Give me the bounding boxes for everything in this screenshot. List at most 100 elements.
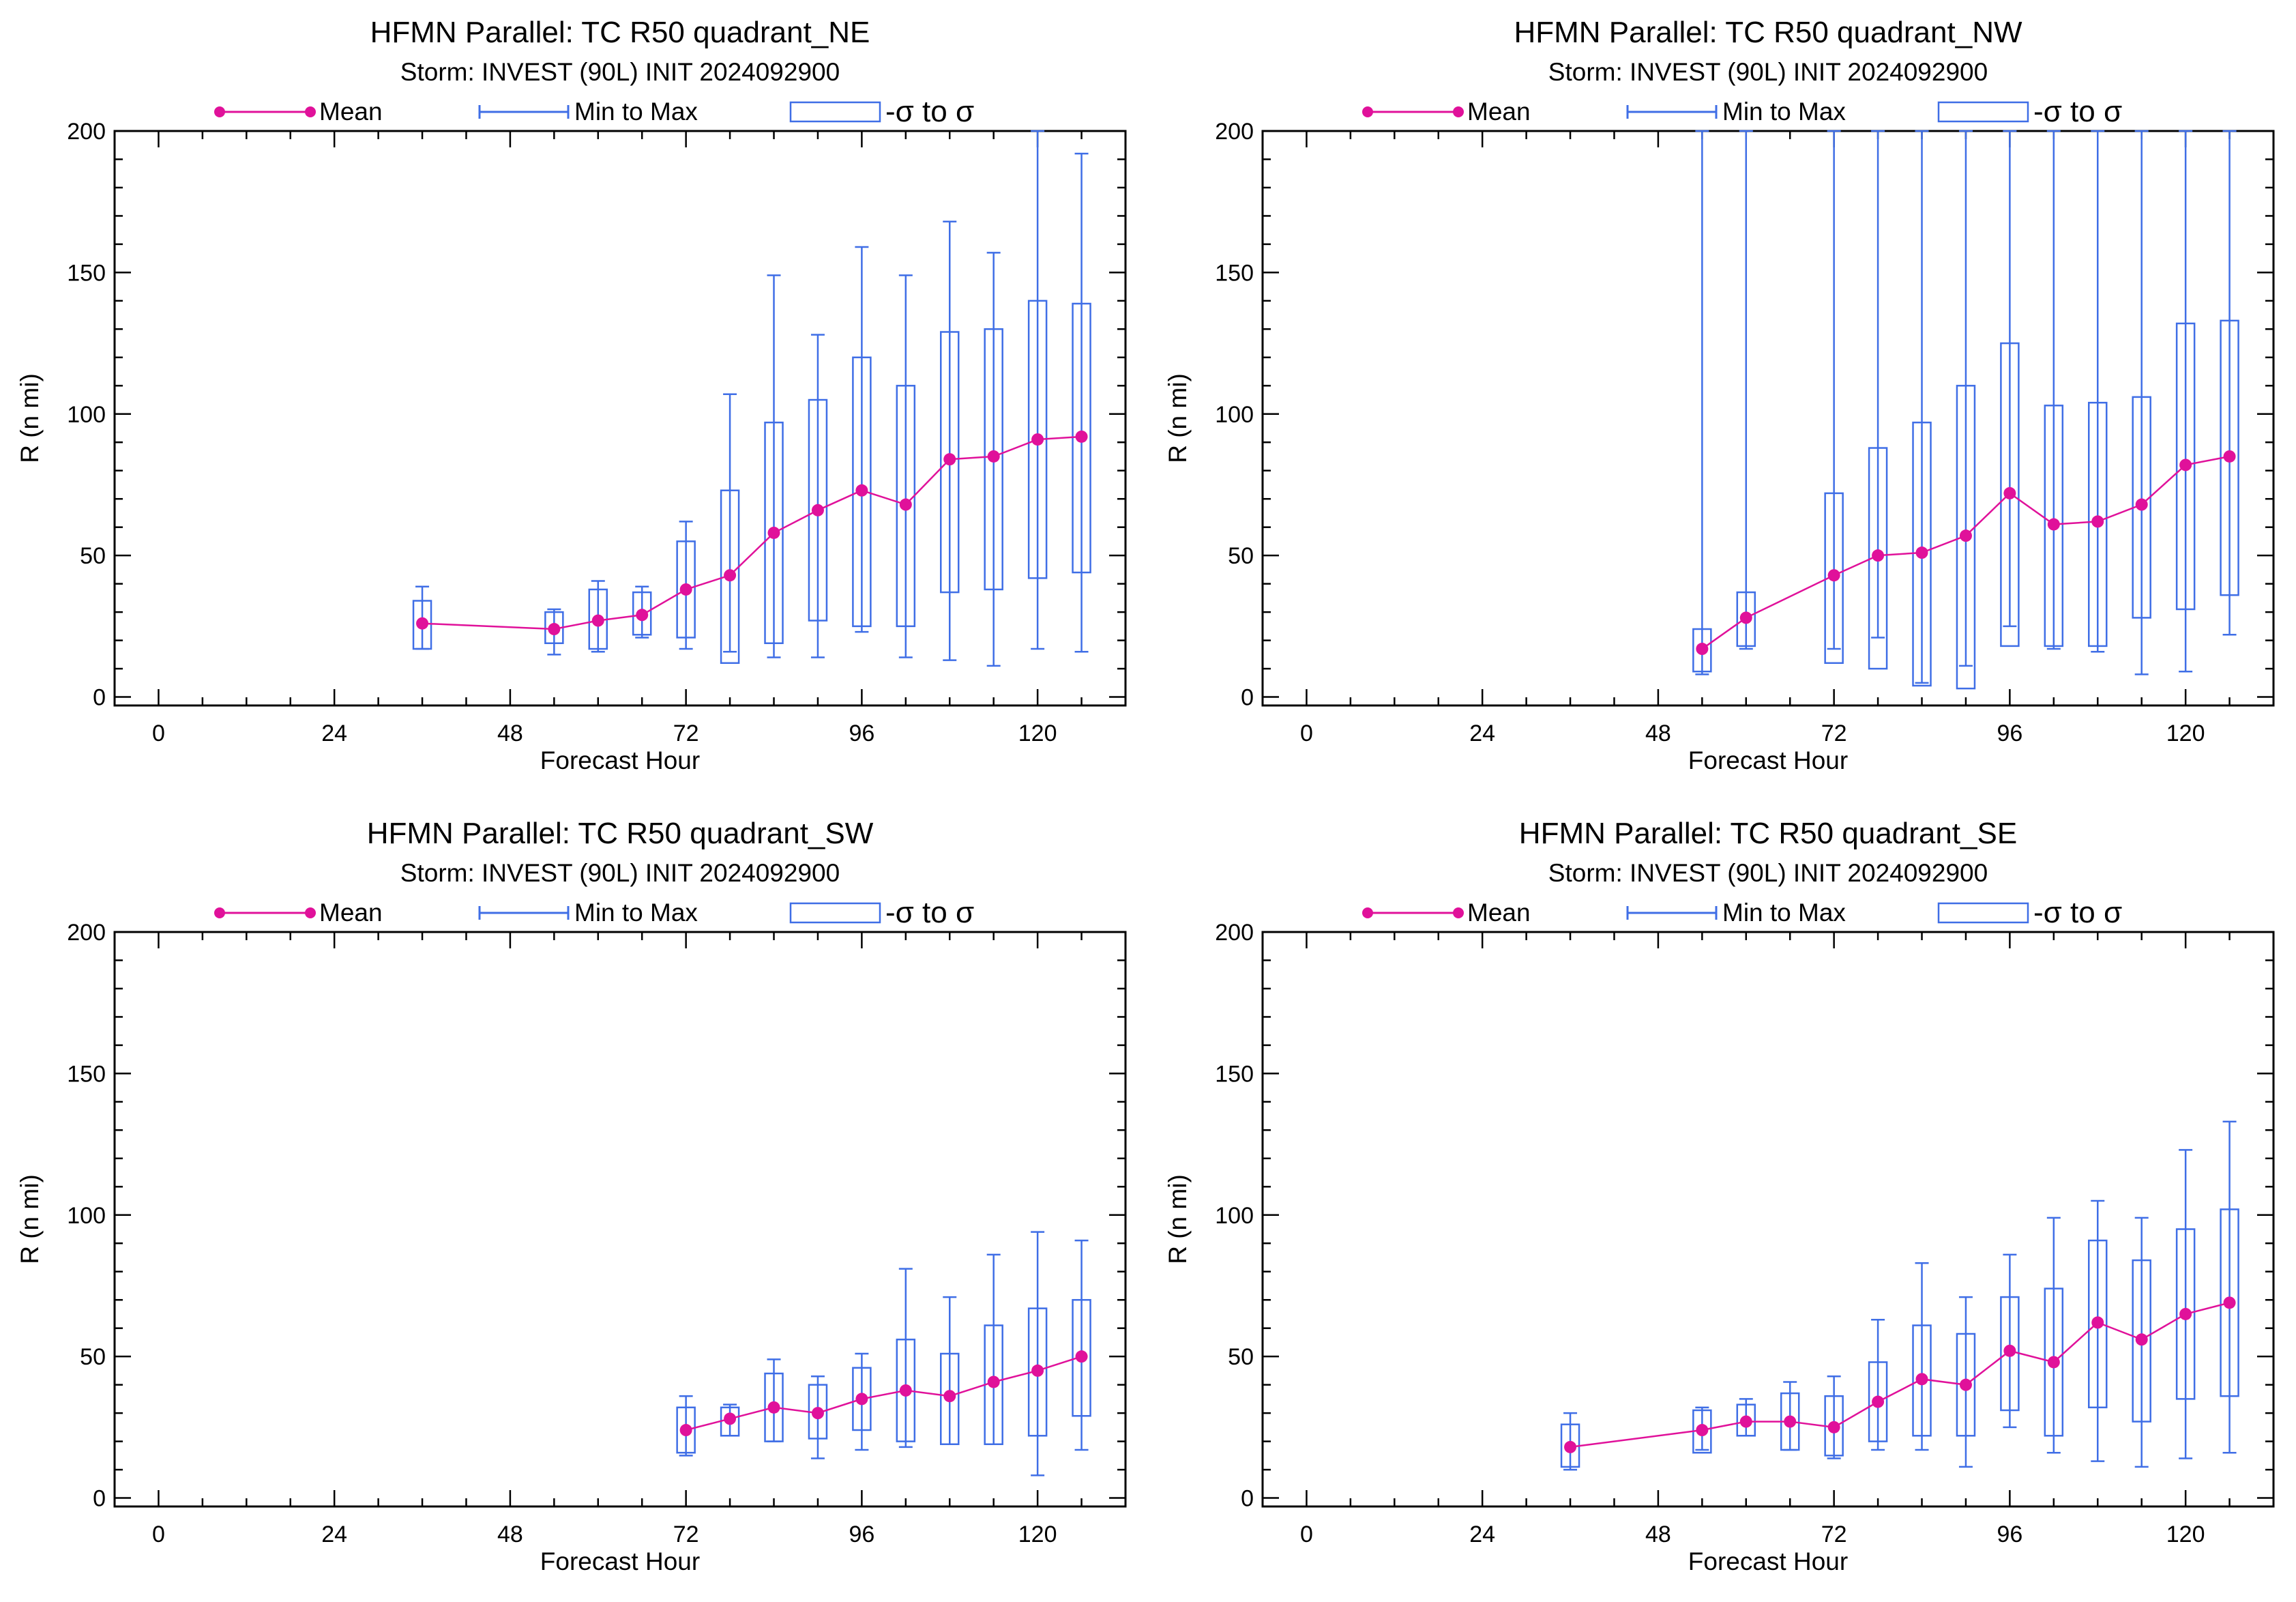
- x-tick-label: 120: [1018, 1521, 1057, 1547]
- y-tick-label: 0: [1241, 685, 1254, 711]
- chart-svg: HFMN Parallel: TC R50 quadrant_SW Storm: …: [16, 817, 1127, 1575]
- x-tick-label: 72: [1821, 720, 1847, 746]
- y-tick-label: 150: [1215, 1061, 1254, 1087]
- chart-panel-se: HFMN Parallel: TC R50 quadrant_SE Storm: …: [1148, 801, 2296, 1602]
- x-axis-label: Forecast Hour: [540, 746, 700, 774]
- legend-mean-marker: [1362, 907, 1373, 918]
- minmax-whisker: [2179, 1149, 2193, 1459]
- legend: Mean Min to Max -σ to σ: [1362, 95, 2122, 128]
- mean-point: [1827, 1421, 1840, 1433]
- mean-point: [2047, 1356, 2060, 1369]
- minmax-whisker: [898, 1268, 913, 1448]
- legend-sigma-box: [1937, 101, 2029, 123]
- mean-point: [548, 623, 561, 636]
- sigma-box: [632, 591, 652, 636]
- mean-point: [2003, 486, 2016, 499]
- mean-point: [2091, 515, 2104, 528]
- mean-line: [422, 435, 1082, 630]
- mean-line: [686, 1355, 1082, 1431]
- minmax-whisker: [767, 274, 781, 658]
- sigma-box: [676, 540, 696, 639]
- legend-sigma-label: -σ to σ: [2033, 95, 2122, 128]
- mean-point: [2003, 1344, 2016, 1357]
- sigma-box: [852, 1367, 872, 1431]
- y-tick-label: 100: [1215, 402, 1254, 428]
- legend-minmax-label: Min to Max: [574, 899, 698, 927]
- minmax-whisker: [2091, 130, 2105, 653]
- sigma-box: [1824, 492, 1844, 665]
- minmax-whisker: [855, 246, 869, 633]
- legend-sigma-label: -σ to σ: [885, 896, 974, 929]
- y-tick-label: 0: [93, 685, 106, 711]
- legend-minmax-whisker: [478, 105, 570, 119]
- sigma-box: [1868, 1361, 1888, 1442]
- y-tick-label: 200: [67, 920, 106, 946]
- legend-minmax-whisker: [1626, 105, 1718, 119]
- y-axis: 0 50 100 150 200: [1215, 920, 2273, 1512]
- sigma-box: [2044, 1287, 2064, 1437]
- minmax-whisker: [1695, 130, 1709, 675]
- x-axis-label: Forecast Hour: [1688, 1547, 1848, 1575]
- x-tick-label: 24: [1469, 1521, 1495, 1547]
- chart-title: HFMN Parallel: TC R50 quadrant_NE: [370, 16, 870, 49]
- x-tick-label: 96: [849, 1521, 874, 1547]
- y-axis-label: R (n mi): [16, 1174, 44, 1264]
- y-tick-label: 100: [1215, 1203, 1254, 1229]
- legend-sigma-label: -σ to σ: [885, 95, 974, 128]
- sigma-box: [412, 600, 432, 650]
- mean-point: [1031, 433, 1044, 446]
- legend-mean-marker: [305, 106, 316, 117]
- x-tick-label: 120: [2166, 720, 2205, 746]
- chart-panel-nw: HFMN Parallel: TC R50 quadrant_NW Storm: …: [1148, 0, 2296, 801]
- legend-minmax-label: Min to Max: [1722, 899, 1846, 927]
- chart-title: HFMN Parallel: TC R50 quadrant_SE: [1519, 817, 2017, 850]
- y-axis-label: R (n mi): [1164, 1174, 1192, 1264]
- mean-point: [2135, 1333, 2148, 1346]
- legend: Mean Min to Max -σ to σ: [1362, 896, 2122, 929]
- mean-point: [679, 1424, 692, 1437]
- chart-subtitle: Storm: INVEST (90L) INIT 2024092900: [1548, 58, 1988, 86]
- data-layer: [412, 130, 1091, 667]
- mean-point: [899, 1384, 912, 1397]
- data-layer: [1560, 1120, 2239, 1471]
- legend-mean-marker: [1453, 106, 1464, 117]
- y-tick-label: 150: [67, 1061, 106, 1087]
- mean-point: [2091, 1316, 2104, 1329]
- mean-line: [1701, 455, 2230, 650]
- minmax-whisker: [767, 1358, 781, 1442]
- minmax-whisker: [986, 1253, 1001, 1445]
- x-axis: 0 24 48 72 96 120: [1300, 932, 2231, 1547]
- sigma-box: [2175, 1228, 2196, 1400]
- legend-sigma-box: [789, 101, 881, 123]
- minmax-whisker: [898, 274, 913, 658]
- y-tick-label: 100: [67, 402, 106, 428]
- sigma-box: [1868, 447, 1888, 670]
- x-tick-label: 72: [673, 1521, 699, 1547]
- chart-subtitle: Storm: INVEST (90L) INIT 2024092900: [400, 58, 840, 86]
- mean-point: [724, 1412, 737, 1425]
- minmax-whisker: [723, 393, 737, 653]
- minmax-whisker: [2091, 1199, 2105, 1462]
- minmax-whisker: [810, 334, 825, 658]
- y-tick-label: 100: [67, 1203, 106, 1229]
- mean-point: [1784, 1415, 1797, 1428]
- mean-point: [2047, 518, 2060, 531]
- sigma-box: [1692, 628, 1712, 673]
- x-tick-label: 0: [152, 1521, 165, 1547]
- mean-point: [679, 583, 692, 596]
- sigma-box: [896, 1339, 916, 1442]
- plot-frame: [1261, 130, 2275, 707]
- sigma-box: [940, 1352, 960, 1445]
- minmax-whisker: [1031, 1231, 1045, 1476]
- x-tick-label: 48: [1645, 1521, 1671, 1547]
- y-tick-label: 200: [67, 119, 106, 145]
- chart-subtitle: Storm: INVEST (90L) INIT 2024092900: [1548, 859, 1988, 887]
- mean-point: [1959, 1378, 1972, 1391]
- minmax-whisker: [2003, 1253, 2017, 1429]
- plot-frame: [113, 931, 1127, 1508]
- legend-mean-label: Mean: [319, 899, 383, 927]
- mean-point: [2179, 1307, 2192, 1320]
- mean-point: [1827, 569, 1840, 582]
- minmax-whisker: [2222, 1120, 2237, 1454]
- mean-point: [416, 617, 429, 630]
